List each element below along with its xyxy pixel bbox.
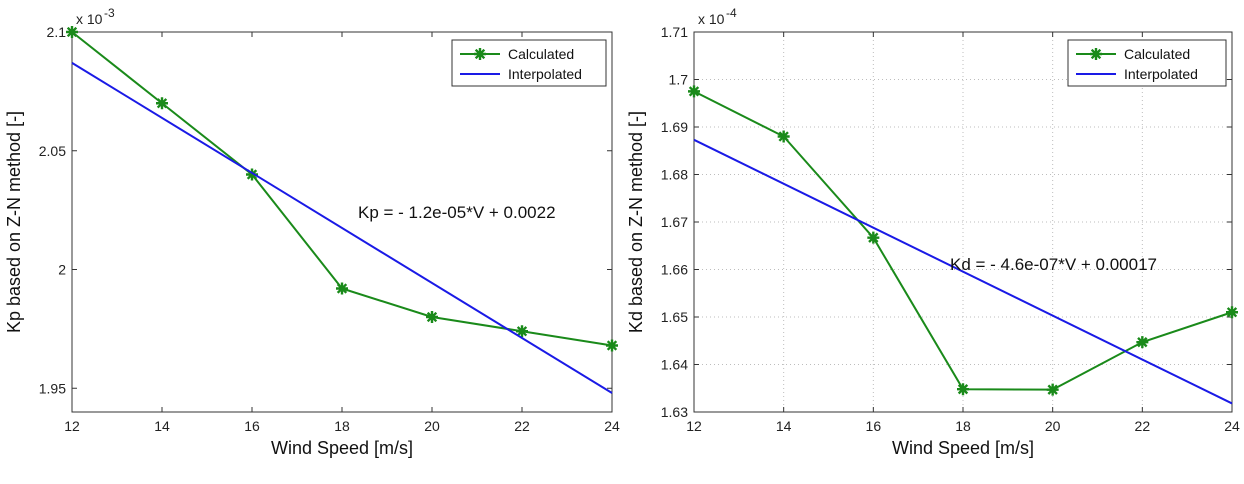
y-tick-label: 1.7 xyxy=(669,72,689,88)
y-tick-label: 1.65 xyxy=(661,309,688,325)
x-tick-label: 12 xyxy=(686,418,702,434)
axis-multiplier-exponent: -4 xyxy=(726,6,737,20)
equation-annotation: Kp = - 1.2e-05*V + 0.0022 xyxy=(358,203,556,222)
axis-multiplier-exponent: -3 xyxy=(104,6,115,20)
data-point-marker xyxy=(1136,336,1149,349)
legend-entry-label: Calculated xyxy=(508,46,574,62)
y-axis-label: Kd based on Z-N method [-] xyxy=(626,111,646,333)
x-tick-label: 16 xyxy=(244,418,260,434)
plot-area xyxy=(71,31,613,413)
x-tick-label: 20 xyxy=(424,418,440,434)
y-tick-label: 1.71 xyxy=(661,24,688,40)
y-tick-label: 2.1 xyxy=(47,24,67,40)
y-tick-label: 1.67 xyxy=(661,214,688,230)
y-axis-label: Kp based on Z-N method [-] xyxy=(4,111,24,333)
y-tick-label: 1.68 xyxy=(661,167,688,183)
kd-chart: 12 14 16 18 20 22 24 1.63 1.64 1.65 1.66 1.67 1.68 1.… xyxy=(626,6,1240,458)
legend-swatch-marker xyxy=(474,48,486,60)
data-point-marker xyxy=(1046,383,1059,396)
data-point-marker xyxy=(688,85,700,98)
y-tick-label: 2.05 xyxy=(39,143,66,159)
x-tick-label: 14 xyxy=(776,418,792,434)
x-axis-label: Wind Speed [m/s] xyxy=(271,438,413,458)
y-tick-label: 1.63 xyxy=(661,404,688,420)
x-tick-label: 14 xyxy=(154,418,170,434)
x-tick-label: 22 xyxy=(1135,418,1151,434)
equation-annotation: Kd = - 4.6e-07*V + 0.00017 xyxy=(950,255,1157,274)
y-tick-label: 1.66 xyxy=(661,262,688,278)
legend xyxy=(1067,39,1227,87)
data-point-marker xyxy=(336,282,348,295)
kp-chart: 12 14 16 18 20 22 24 1.95 2 2.05 2.1 Wind Speed [m/… xyxy=(4,6,620,458)
x-tick-label: 16 xyxy=(866,418,882,434)
data-point-marker xyxy=(246,168,258,181)
data-point-marker xyxy=(777,130,790,143)
x-tick-label: 18 xyxy=(334,418,350,434)
legend-entry-label: Calculated xyxy=(1124,46,1190,62)
data-point-marker xyxy=(957,383,969,396)
data-point-marker xyxy=(1226,306,1238,319)
y-tick-label: 1.69 xyxy=(661,119,688,135)
data-point-marker xyxy=(66,26,78,38)
legend-swatch-marker xyxy=(1090,48,1102,60)
x-tick-label: 20 xyxy=(1045,418,1061,434)
x-tick-label: 12 xyxy=(64,418,80,434)
axis-multiplier: x 10 xyxy=(698,11,725,27)
x-tick-label: 24 xyxy=(1224,418,1240,434)
x-tick-label: 22 xyxy=(514,418,530,434)
x-tick-label: 24 xyxy=(604,418,620,434)
data-point-marker xyxy=(606,339,618,352)
data-point-marker xyxy=(516,325,528,338)
series-line-interpolated xyxy=(71,62,613,394)
y-tick-label: 1.95 xyxy=(39,380,66,396)
y-tick-label: 2 xyxy=(58,262,66,278)
data-point-marker xyxy=(156,97,168,110)
legend-entry-label: Interpolated xyxy=(1124,66,1198,82)
x-tick-label: 18 xyxy=(955,418,971,434)
axis-multiplier: x 10 xyxy=(76,11,103,27)
legend-entry-label: Interpolated xyxy=(508,66,582,82)
data-point-marker xyxy=(867,231,880,244)
x-axis-label: Wind Speed [m/s] xyxy=(892,438,1034,458)
y-tick-label: 1.64 xyxy=(661,357,688,373)
legend xyxy=(451,39,607,87)
series-line-interpolated xyxy=(693,138,1233,405)
data-point-marker xyxy=(426,311,438,323)
